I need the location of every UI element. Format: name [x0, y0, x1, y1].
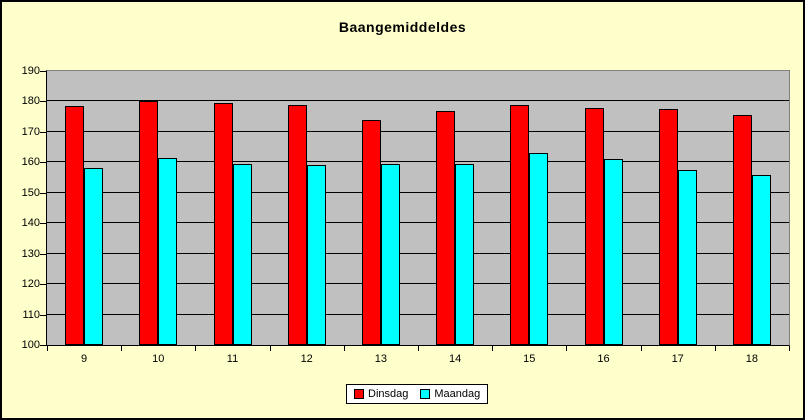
- bar-dinsdag-14: [436, 110, 456, 345]
- x-axis-label: 9: [81, 353, 88, 365]
- bar-dinsdag-11: [213, 102, 233, 345]
- x-axis-label: 17: [671, 353, 684, 365]
- gridline-130: [47, 252, 789, 254]
- x-tick: [47, 346, 48, 351]
- gridline-140: [47, 222, 789, 224]
- x-tick: [343, 346, 345, 351]
- x-axis-label: 15: [523, 353, 536, 365]
- y-axis-label: 130: [21, 247, 40, 260]
- y-tick: [40, 314, 46, 316]
- legend-label: Dinsdag: [368, 388, 409, 400]
- gridline-150: [47, 191, 789, 193]
- x-tick: [269, 346, 271, 351]
- y-tick: [40, 101, 46, 103]
- y-axis-label: 140: [21, 217, 40, 230]
- y-axis-label: 180: [21, 95, 40, 108]
- x-axis-label: 14: [448, 353, 462, 365]
- bar-maandag-16: [603, 159, 623, 345]
- y-axis-label: 160: [21, 156, 40, 169]
- bar-dinsdag-10: [139, 101, 159, 345]
- x-axis-label: 13: [374, 353, 388, 365]
- legend-label: Maandag: [434, 388, 481, 400]
- gridline-170: [47, 130, 789, 132]
- gridline-110: [47, 313, 789, 315]
- plot-area: [46, 70, 790, 346]
- y-tick: [40, 71, 46, 72]
- y-tick: [40, 192, 46, 194]
- x-tick: [121, 346, 123, 351]
- bar-maandag-15: [529, 153, 549, 345]
- x-axis-label: 11: [226, 353, 239, 365]
- y-axis-label: 170: [21, 125, 40, 138]
- legend-swatch-dinsdag: [354, 389, 364, 399]
- y-tick: [40, 131, 46, 133]
- x-axis-label: 18: [745, 353, 759, 365]
- bar-maandag-9: [84, 168, 104, 345]
- gridline-180: [47, 100, 789, 102]
- x-axis-label: 12: [300, 353, 313, 365]
- x-tick: [789, 346, 790, 351]
- bar-dinsdag-17: [658, 109, 678, 345]
- legend: Dinsdag Maandag: [346, 384, 489, 404]
- bar-maandag-12: [306, 165, 326, 345]
- bar-maandag-17: [677, 169, 697, 345]
- bar-dinsdag-16: [584, 107, 604, 345]
- bar-maandag-18: [751, 174, 771, 345]
- x-axis-label: 16: [597, 353, 610, 365]
- legend-item-maandag: Maandag: [420, 388, 480, 400]
- x-tick: [714, 346, 716, 351]
- x-tick: [195, 346, 197, 351]
- bar-maandag-10: [158, 157, 178, 345]
- x-tick: [566, 346, 568, 351]
- y-tick: [40, 345, 46, 346]
- y-tick: [40, 253, 46, 255]
- bar-maandag-13: [380, 163, 400, 345]
- x-axis-label: 10: [152, 353, 165, 365]
- y-tick: [40, 284, 46, 286]
- x-tick: [418, 346, 419, 351]
- x-tick: [640, 346, 642, 351]
- bar-dinsdag-12: [287, 104, 307, 345]
- bar-dinsdag-9: [65, 106, 85, 345]
- y-tick: [40, 223, 46, 225]
- y-axis-label: 190: [21, 65, 40, 77]
- y-axis-label: 120: [21, 278, 40, 291]
- bar-dinsdag-18: [732, 115, 752, 345]
- x-tick: [492, 346, 494, 351]
- gridline-120: [47, 283, 789, 285]
- chart-title: Baangemiddeldes: [338, 19, 467, 35]
- bar-maandag-11: [232, 163, 252, 345]
- bar-maandag-14: [455, 163, 475, 345]
- y-axis-label: 100: [21, 339, 40, 351]
- legend-swatch-maandag: [420, 389, 431, 399]
- bar-dinsdag-13: [361, 119, 381, 345]
- gridline-160: [47, 161, 789, 163]
- y-tick: [40, 162, 46, 164]
- bar-dinsdag-15: [510, 104, 530, 345]
- y-axis-label: 150: [21, 186, 40, 199]
- y-axis-label: 110: [22, 308, 40, 321]
- legend-item-dinsdag: Dinsdag: [354, 388, 408, 400]
